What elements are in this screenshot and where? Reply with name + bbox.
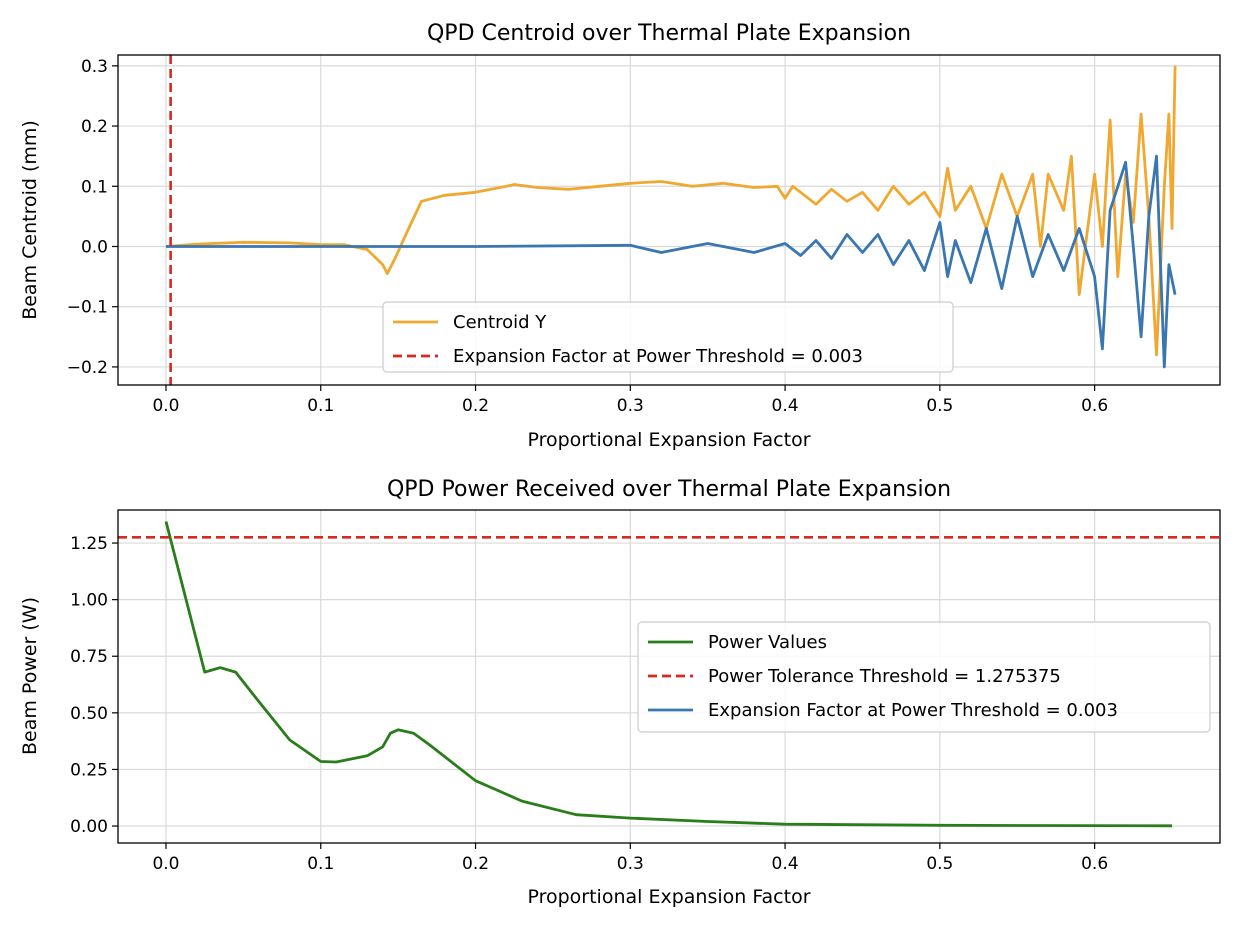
x-tick-label: 0.3 (617, 854, 644, 874)
y-tick-label: 0.0 (81, 237, 108, 257)
x-tick-label: 0.4 (772, 396, 799, 416)
y-tick-label: −0.2 (67, 358, 108, 378)
chart-title: QPD Centroid over Thermal Plate Expansio… (427, 21, 911, 46)
series-line-power-values (164, 521, 1173, 828)
x-tick-label: 0.4 (772, 854, 799, 874)
legend-label: Power Tolerance Threshold = 1.275375 (708, 666, 1061, 687)
x-tick-label: 0.1 (307, 854, 334, 874)
x-tick-label: 0.5 (926, 396, 953, 416)
y-axis-label: Beam Centroid (mm) (19, 120, 41, 320)
y-tick-label: 0.25 (70, 760, 108, 780)
axes-frame (117, 509, 1221, 844)
x-tick-label: 0.3 (617, 396, 644, 416)
centroid-chart: QPD Centroid over Thermal Plate Expansio… (19, 21, 1221, 451)
series-line-centroid-x (166, 154, 1177, 369)
y-tick-label: 0.00 (70, 817, 108, 837)
y-tick-label: 0.2 (81, 117, 108, 137)
y-tick-label: 1.25 (70, 534, 108, 554)
y-tick-label: 0.75 (70, 647, 108, 667)
power-chart: QPD Power Received over Thermal Plate Ex… (19, 477, 1221, 908)
y-tick-label: 0.50 (70, 704, 108, 724)
y-tick-label: 1.00 (70, 591, 108, 611)
y-tick-label: 0.1 (81, 177, 108, 197)
legend-box (382, 301, 954, 373)
x-tick-label: 0.1 (307, 396, 334, 416)
y-axis-label: Beam Power (W) (19, 597, 41, 755)
y-tick-label: −0.1 (67, 298, 108, 318)
y-tick-label: 0.3 (81, 57, 108, 77)
x-axis-label: Proportional Expansion Factor (527, 429, 810, 451)
series-line-centroid-y (165, 65, 1177, 357)
legend-label: Expansion Factor at Power Threshold = 0.… (453, 346, 863, 367)
x-tick-label: 0.2 (462, 396, 489, 416)
x-tick-label: 0.5 (926, 854, 953, 874)
axes-frame (117, 54, 1221, 386)
x-tick-label: 0.0 (152, 854, 179, 874)
legend-label: Power Values (708, 632, 827, 653)
x-tick-label: 0.2 (462, 854, 489, 874)
x-tick-label: 0.6 (1081, 854, 1108, 874)
legend-box (637, 621, 1211, 733)
legend-label: Expansion Factor at Power Threshold = 0.… (708, 700, 1118, 721)
x-axis-label: Proportional Expansion Factor (527, 886, 810, 908)
x-tick-label: 0.6 (1081, 396, 1108, 416)
legend-label: Centroid Y (453, 312, 547, 333)
chart-title: QPD Power Received over Thermal Plate Ex… (387, 477, 951, 502)
x-tick-label: 0.0 (152, 396, 179, 416)
